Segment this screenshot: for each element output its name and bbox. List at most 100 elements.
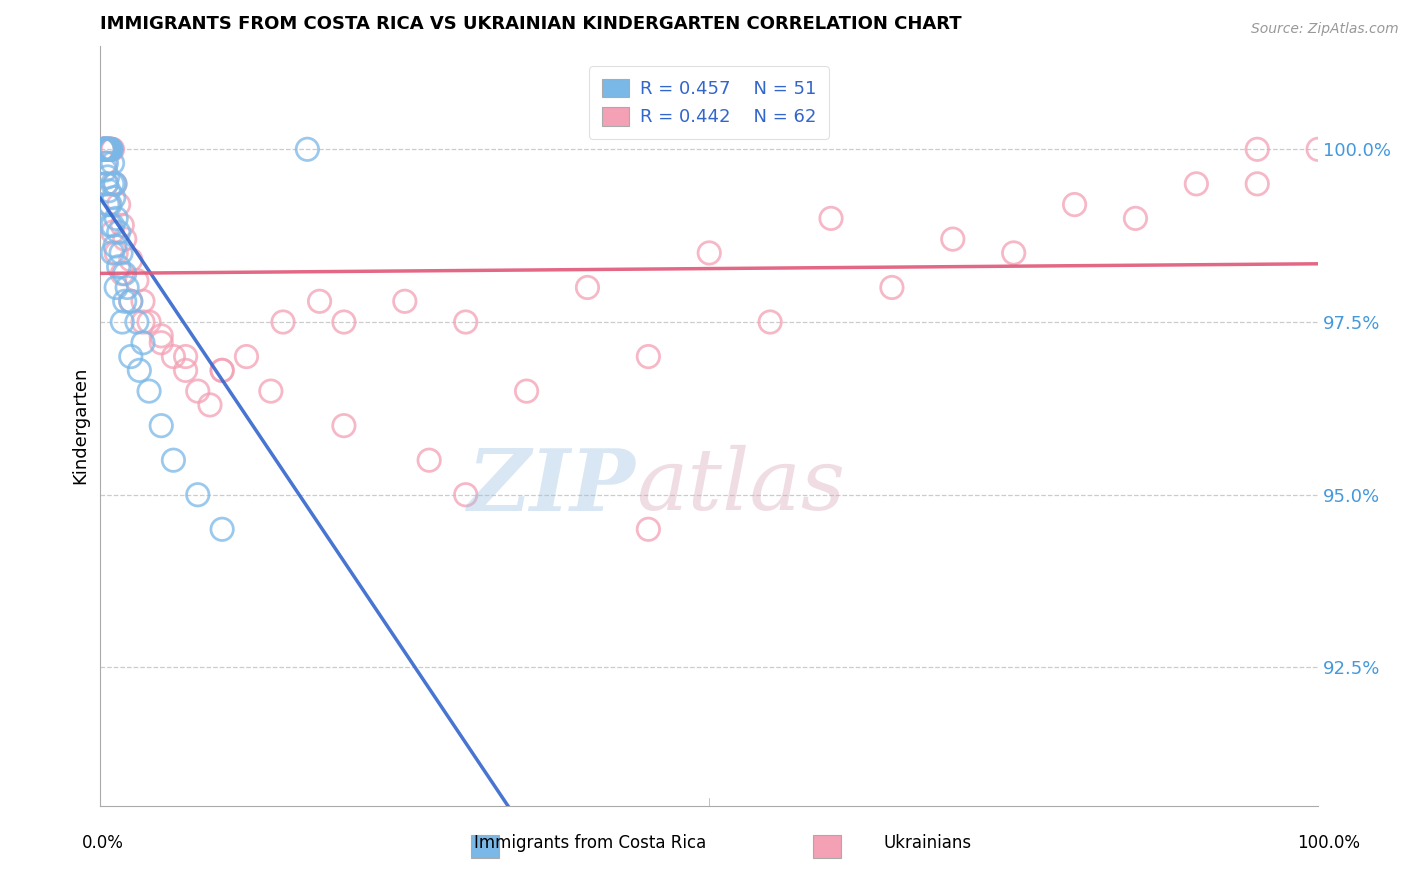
- Legend: R = 0.457    N = 51, R = 0.442    N = 62: R = 0.457 N = 51, R = 0.442 N = 62: [589, 66, 830, 139]
- Point: [880, 280, 903, 294]
- Point: [96, 142, 118, 156]
- Point: [93, 142, 115, 156]
- Point: [97, 169, 120, 184]
- Point: [211, 363, 233, 377]
- Point: [104, 177, 127, 191]
- Point: [297, 142, 319, 156]
- Point: [120, 294, 142, 309]
- Point: [93, 142, 115, 156]
- Point: [101, 177, 124, 191]
- Point: [333, 315, 356, 329]
- Point: [637, 350, 659, 364]
- Y-axis label: Kindergarten: Kindergarten: [72, 367, 89, 484]
- Point: [93, 142, 115, 156]
- Point: [187, 488, 209, 502]
- Point: [114, 232, 136, 246]
- Point: [637, 522, 659, 536]
- Point: [96, 142, 118, 156]
- Point: [107, 197, 129, 211]
- Point: [101, 246, 124, 260]
- Point: [97, 142, 120, 156]
- Point: [150, 335, 173, 350]
- Point: [454, 315, 477, 329]
- Point: [125, 274, 148, 288]
- Point: [1308, 142, 1330, 156]
- Text: IMMIGRANTS FROM COSTA RICA VS UKRAINIAN KINDERGARTEN CORRELATION CHART: IMMIGRANTS FROM COSTA RICA VS UKRAINIAN …: [100, 15, 962, 33]
- Point: [97, 142, 120, 156]
- Text: Ukrainians: Ukrainians: [884, 834, 972, 852]
- Point: [98, 142, 121, 156]
- Point: [97, 142, 120, 156]
- Point: [105, 211, 128, 226]
- Point: [101, 225, 124, 239]
- Point: [115, 280, 138, 294]
- Text: 0.0%: 0.0%: [82, 834, 124, 852]
- Point: [120, 252, 142, 267]
- Point: [97, 197, 120, 211]
- Point: [101, 156, 124, 170]
- Point: [211, 363, 233, 377]
- Point: [97, 142, 120, 156]
- Point: [97, 142, 120, 156]
- Text: atlas: atlas: [636, 445, 845, 528]
- Point: [107, 260, 129, 274]
- Point: [96, 142, 118, 156]
- Point: [97, 184, 120, 198]
- Point: [111, 267, 134, 281]
- Point: [94, 142, 117, 156]
- Point: [162, 350, 184, 364]
- Point: [150, 418, 173, 433]
- Point: [308, 294, 330, 309]
- Point: [128, 363, 150, 377]
- Text: 100.0%: 100.0%: [1298, 834, 1360, 852]
- Point: [96, 142, 118, 156]
- Point: [132, 294, 155, 309]
- Point: [101, 219, 124, 233]
- Point: [114, 294, 136, 309]
- Point: [1185, 177, 1208, 191]
- Point: [97, 197, 120, 211]
- Point: [98, 142, 121, 156]
- Point: [162, 453, 184, 467]
- Point: [98, 219, 121, 233]
- Point: [942, 232, 965, 246]
- Point: [105, 246, 128, 260]
- Point: [96, 156, 118, 170]
- Point: [211, 522, 233, 536]
- Point: [110, 246, 132, 260]
- Point: [187, 384, 209, 398]
- Point: [100, 142, 122, 156]
- Point: [333, 418, 356, 433]
- Point: [101, 142, 124, 156]
- Point: [96, 177, 118, 191]
- Point: [1246, 142, 1268, 156]
- Point: [94, 142, 117, 156]
- Point: [394, 294, 416, 309]
- Point: [1246, 177, 1268, 191]
- Point: [111, 219, 134, 233]
- Point: [103, 191, 125, 205]
- Point: [105, 280, 128, 294]
- Text: ZIP: ZIP: [468, 445, 636, 528]
- Point: [93, 142, 115, 156]
- Point: [260, 384, 283, 398]
- Point: [94, 142, 117, 156]
- Point: [97, 142, 120, 156]
- Point: [697, 246, 720, 260]
- Point: [174, 363, 197, 377]
- Point: [271, 315, 294, 329]
- Point: [94, 142, 117, 156]
- Point: [516, 384, 538, 398]
- Point: [93, 142, 115, 156]
- Point: [91, 142, 114, 156]
- Point: [104, 177, 127, 191]
- Point: [98, 197, 121, 211]
- Point: [107, 225, 129, 239]
- Point: [104, 239, 127, 253]
- Point: [120, 294, 142, 309]
- Point: [150, 329, 173, 343]
- Point: [759, 315, 782, 329]
- Point: [820, 211, 842, 226]
- Text: Source: ZipAtlas.com: Source: ZipAtlas.com: [1251, 22, 1399, 37]
- Point: [198, 398, 221, 412]
